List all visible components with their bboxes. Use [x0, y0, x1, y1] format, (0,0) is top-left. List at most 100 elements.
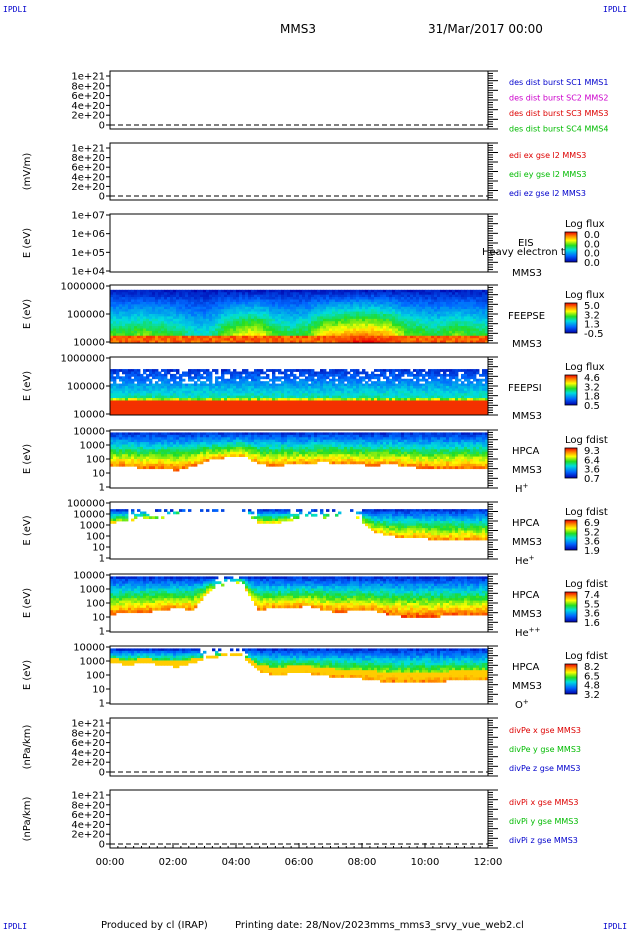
spectrogram-cell — [293, 369, 297, 372]
spectrogram-cell — [164, 373, 168, 377]
spectrogram-cell — [413, 316, 417, 320]
spectrogram-cell — [155, 323, 159, 327]
spectrogram-cell — [464, 304, 468, 308]
spectrogram-cell — [419, 340, 423, 344]
spectrogram-cell — [341, 400, 345, 404]
spectrogram-cell — [176, 338, 180, 341]
spectrogram-cell — [164, 400, 168, 404]
spectrogram-cell — [173, 289, 177, 293]
spectrogram-cell — [272, 326, 276, 329]
spectrogram-cell — [257, 333, 261, 337]
spectrogram-cell — [218, 398, 222, 401]
y-axis-label: (mV/m) — [22, 153, 33, 191]
spectrogram-cell — [269, 407, 273, 411]
spectrogram-cell — [191, 318, 195, 322]
spectrogram-cell — [191, 297, 195, 300]
spectrogram-cell — [263, 323, 267, 327]
spectrogram-cell — [227, 405, 231, 409]
spectrogram-cell — [191, 323, 195, 327]
spectrogram-cell — [353, 294, 357, 298]
spectrogram-cell — [386, 328, 390, 332]
spectrogram-cell — [425, 316, 429, 320]
spectrogram-cell — [335, 316, 339, 320]
spectrogram-cell — [164, 330, 168, 334]
spectrogram-cell — [416, 294, 420, 298]
spectrogram-cell — [311, 386, 315, 389]
spectrogram-cell — [119, 323, 123, 327]
spectrogram-cell — [323, 400, 327, 404]
spectrogram-cell — [134, 306, 138, 310]
spectrogram-cell — [380, 309, 384, 312]
spectrogram-cell — [419, 311, 423, 315]
spectrogram-cell — [356, 390, 360, 394]
spectrogram-cell — [407, 294, 411, 298]
spectrogram-cell — [377, 309, 381, 312]
spectrogram-cell — [362, 304, 366, 308]
spectrogram-cell — [176, 405, 180, 409]
spectrogram-cell — [446, 386, 450, 389]
spectrogram-cell — [302, 314, 306, 317]
spectrogram-cell — [311, 299, 315, 303]
spectrogram-cell — [170, 402, 174, 406]
spectrogram-cell — [425, 383, 429, 387]
spectrogram-cell — [218, 321, 222, 325]
spectrogram-cell — [386, 386, 390, 389]
spectrogram-cell — [203, 328, 207, 332]
spectrogram-cell — [233, 395, 237, 399]
spectrogram-cell — [305, 395, 309, 399]
spectrogram-cell — [128, 388, 132, 392]
spectrogram-cell — [416, 299, 420, 303]
spectrogram-cell — [269, 393, 273, 397]
spectrogram-cell — [398, 314, 402, 317]
spectrogram-cell — [401, 338, 405, 341]
spectrogram-cell — [311, 369, 315, 372]
spectrogram-cell — [443, 373, 447, 377]
spectrogram-cell — [167, 383, 171, 387]
spectrogram-cell — [461, 323, 465, 327]
spectrogram-cell — [155, 398, 159, 401]
spectrogram-cell — [161, 333, 165, 337]
spectrogram-cell — [353, 369, 357, 372]
spectrogram-cell — [428, 309, 432, 312]
spectrogram-cell — [311, 321, 315, 325]
spectrogram-cell — [188, 390, 192, 394]
spectrogram-cell — [338, 330, 342, 334]
spectrogram-cell — [164, 314, 168, 317]
spectrogram-cell — [182, 398, 186, 401]
spectrogram-cell — [272, 371, 276, 375]
spectrogram-cell — [185, 386, 189, 389]
spectrogram-cell — [188, 369, 192, 372]
spectrogram-cell — [452, 383, 456, 387]
spectrogram-cell — [383, 338, 387, 341]
spectrogram-cell — [161, 304, 165, 308]
spectrogram-cell — [122, 316, 126, 320]
spectrogram-cell — [233, 371, 237, 375]
spectrogram-cell — [200, 373, 204, 377]
spectrogram-cell — [110, 328, 114, 332]
spectrogram-cell — [353, 398, 357, 401]
spectrogram-cell — [263, 326, 267, 329]
spectrogram-cell — [386, 393, 390, 397]
spectrogram-cell — [329, 373, 333, 377]
spectrogram-cell — [401, 405, 405, 409]
spectrogram-cell — [281, 398, 285, 401]
spectrogram-cell — [383, 311, 387, 315]
spectrogram-cell — [143, 294, 147, 298]
spectrogram-cell — [203, 292, 207, 296]
spectrogram-cell — [362, 393, 366, 397]
spectrogram-cell — [149, 311, 153, 315]
spectrogram-cell — [383, 306, 387, 310]
spectrogram-cell — [209, 326, 213, 329]
spectrogram-cell — [338, 338, 342, 341]
spectrogram-cell — [443, 299, 447, 303]
spectrogram-cell — [233, 405, 237, 409]
spectrogram-cell — [215, 323, 219, 327]
spectrogram-cell — [314, 297, 318, 300]
spectrogram-cell — [272, 395, 276, 399]
spectrogram-cell — [314, 323, 318, 327]
spectrogram-cell — [449, 381, 453, 384]
spectrogram-cell — [146, 316, 150, 320]
spectrogram-cell — [437, 407, 441, 411]
spectrogram-cell — [143, 318, 147, 322]
spectrogram-cell — [254, 328, 258, 332]
